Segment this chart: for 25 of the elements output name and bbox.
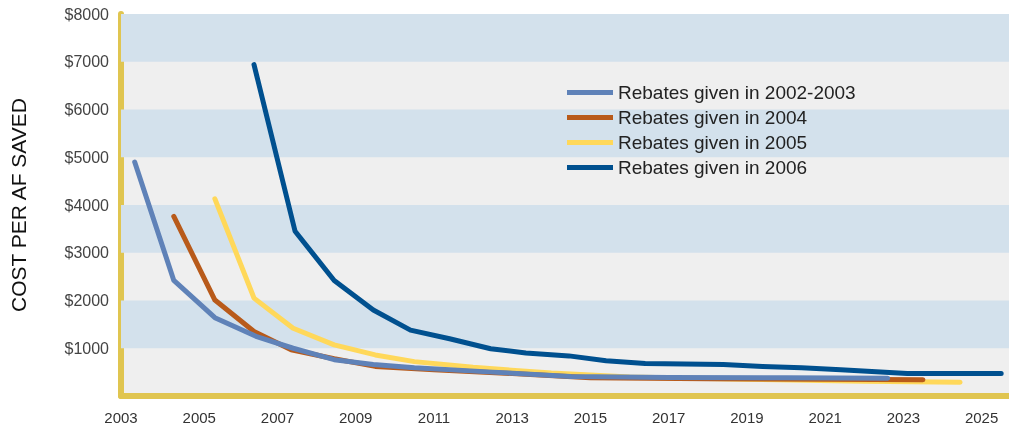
legend-label: Rebates given in 2002-2003	[618, 82, 856, 103]
x-tick-label: 2023	[886, 409, 921, 426]
y-tick-label: $6000	[64, 101, 110, 118]
y-tick-label: $8000	[64, 5, 110, 23]
x-tick-label: 2013	[495, 409, 529, 426]
x-tick-label: 2005	[182, 409, 216, 426]
x-tick-label: 2015	[573, 409, 608, 426]
legend-label: Rebates given in 2005	[618, 132, 808, 153]
y-tick-label: $1000	[64, 339, 110, 357]
x-tick-label: 2021	[808, 409, 842, 426]
y-tick-label: $5000	[64, 148, 110, 166]
x-tick-label: 2009	[339, 409, 373, 426]
x-tick-label: 2003	[104, 409, 138, 426]
y-tick-label: $2000	[64, 292, 110, 309]
x-tick-label: 2019	[730, 409, 764, 426]
legend-label: Rebates given in 2006	[618, 157, 808, 178]
y-tick-label: $7000	[64, 53, 110, 71]
x-tick-label: 2017	[651, 409, 686, 426]
x-tick-label: 2007	[260, 409, 295, 426]
legend-label: Rebates given in 2004	[618, 107, 808, 128]
y-tick-label: $3000	[64, 244, 110, 262]
y-tick-label: $4000	[64, 196, 110, 214]
x-tick-label: 2025	[964, 409, 999, 426]
y-axis-title: COST PER AF SAVED	[7, 98, 30, 312]
x-tick-label: 2011	[417, 409, 451, 426]
